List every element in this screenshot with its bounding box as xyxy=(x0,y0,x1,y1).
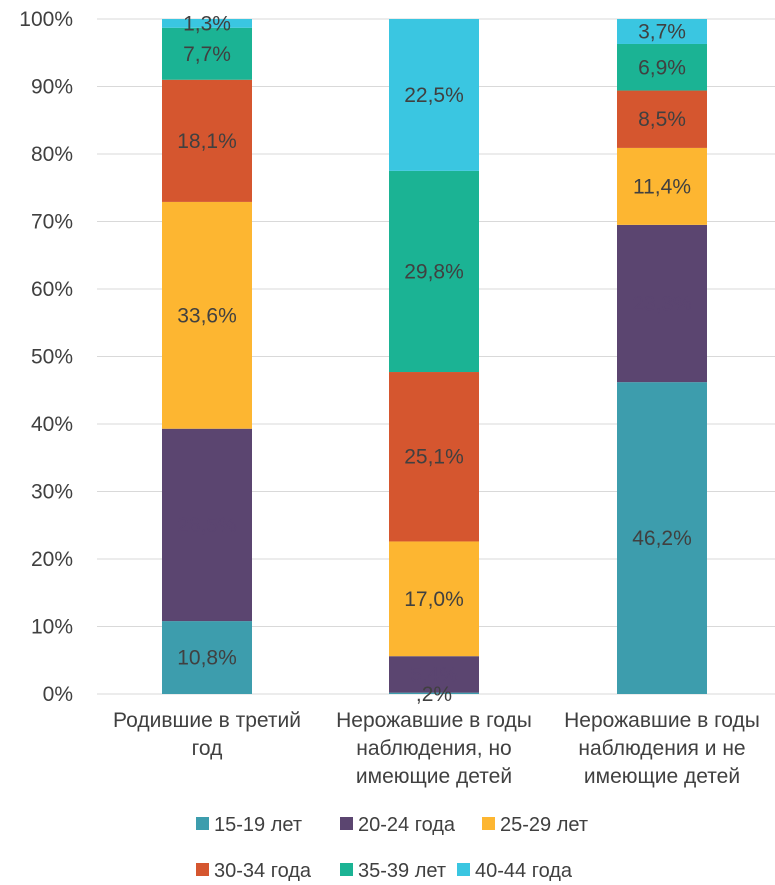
bar-segment xyxy=(389,19,479,171)
legend-label: 40-44 года xyxy=(475,860,573,882)
bar-segment xyxy=(389,656,479,693)
data-label: 18,1% xyxy=(177,130,237,153)
data-label: 29,8% xyxy=(404,260,464,283)
category-label: Родившие в третий год xyxy=(113,709,301,760)
bar-segment xyxy=(162,201,252,429)
data-label: 5,4% xyxy=(410,663,458,686)
legend-label: 30-34 года xyxy=(214,860,312,882)
data-label: 17,0% xyxy=(404,588,464,611)
legend-label: 15-19 лет xyxy=(214,814,302,836)
y-tick-label: 50% xyxy=(31,346,73,369)
bar-segment xyxy=(617,43,707,91)
bar-segment xyxy=(162,428,252,622)
category-label: Нерожавшие в годы наблюдения и не имеющие … xyxy=(564,709,760,788)
legend-swatch xyxy=(196,863,209,876)
legend-label: 25-29 лет xyxy=(500,814,588,836)
data-label: ,2% xyxy=(416,683,452,706)
y-tick-label: 30% xyxy=(31,481,73,504)
data-label: 22,5% xyxy=(404,84,464,107)
data-labels: 10,8% 28,5% 33,6% 18,1% 7,7% 1,3% ,2%5,4% 17,0%… xyxy=(177,12,692,706)
data-label: 46,2% xyxy=(632,527,692,550)
bar-segment xyxy=(389,372,479,542)
bar-segment xyxy=(162,19,252,28)
bar-segment xyxy=(617,224,707,383)
y-tick-label: 0% xyxy=(43,683,73,706)
bar-segment xyxy=(389,541,479,657)
data-label: 23,3% xyxy=(632,293,692,316)
y-tick-label: 80% xyxy=(31,143,73,166)
y-axis-tick-labels: 0% 10% 20% 30% 40% 50% 60% 70% 80% 90% 100% xyxy=(19,8,73,706)
legend-swatch xyxy=(340,863,353,876)
data-label: 1,3% xyxy=(183,12,231,35)
y-tick-label: 10% xyxy=(31,616,73,639)
data-label: 33,6% xyxy=(177,304,237,327)
legend: 15-19 лет 20-24 года 25-29 лет 30-34 года 35… xyxy=(196,814,588,882)
y-tick-label: 70% xyxy=(31,211,73,234)
bars xyxy=(162,19,707,694)
x-axis-category-labels: Родившие в третий год Нерожавшие в годы наб… xyxy=(113,709,760,788)
legend-label: 20-24 года xyxy=(358,814,456,836)
legend-swatch xyxy=(196,817,209,830)
data-label: 6,9% xyxy=(638,56,686,79)
bar-segment xyxy=(617,90,707,148)
bar-segment xyxy=(162,621,252,694)
data-label: 11,4% xyxy=(633,175,691,198)
bar-segment xyxy=(162,27,252,80)
y-tick-label: 60% xyxy=(31,278,73,301)
y-tick-label: 40% xyxy=(31,413,73,436)
legend-swatch xyxy=(340,817,353,830)
bar-segment xyxy=(389,692,479,694)
data-label: 28,5% xyxy=(177,514,237,537)
bar-segment xyxy=(617,147,707,225)
legend-label: 35-39 лет xyxy=(358,860,446,882)
data-label: 7,7% xyxy=(183,43,231,66)
category-label: Нерожавшие в годы наблюдения, но имеющие д… xyxy=(336,709,532,788)
bar-segment xyxy=(389,170,479,373)
data-label: 10,8% xyxy=(177,647,237,670)
legend-swatch xyxy=(457,863,470,876)
y-tick-label: 100% xyxy=(19,8,73,31)
bar-segment xyxy=(162,79,252,202)
data-label: 25,1% xyxy=(404,446,464,469)
y-tick-label: 20% xyxy=(31,548,73,571)
legend-swatch xyxy=(482,817,495,830)
bar-segment xyxy=(617,19,707,44)
data-label: 8,5% xyxy=(638,108,686,131)
data-label: 3,7% xyxy=(638,20,686,43)
bar-segment xyxy=(617,382,707,694)
y-tick-label: 90% xyxy=(31,76,73,99)
